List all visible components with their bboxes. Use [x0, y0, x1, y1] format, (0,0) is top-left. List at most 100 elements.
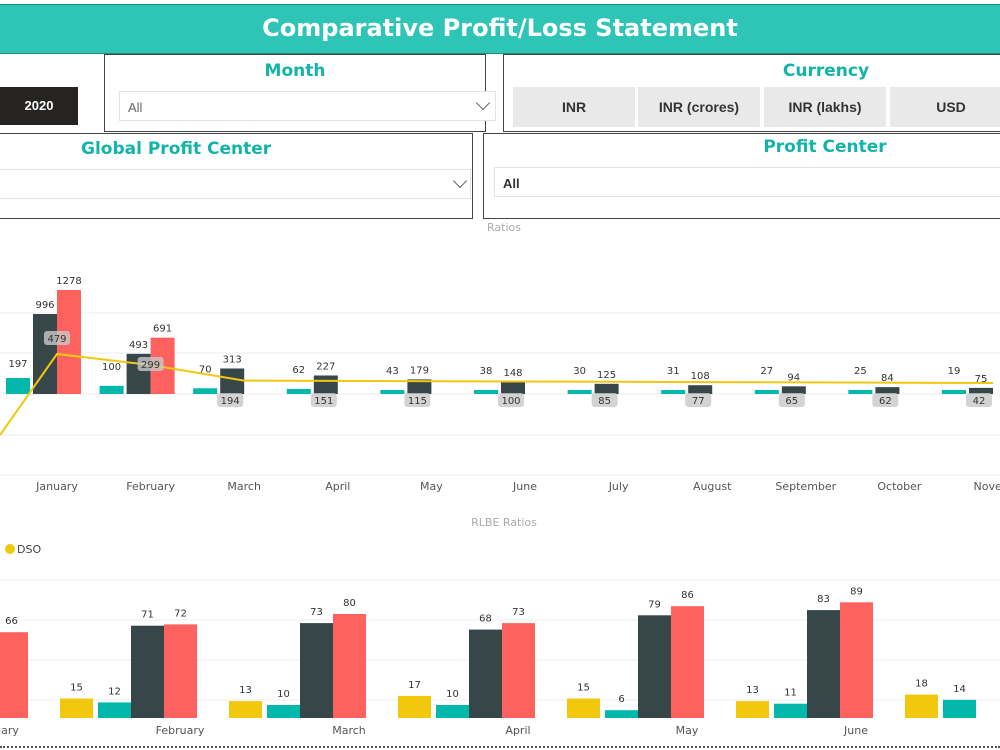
rlbe-label-s2-0: 66 [5, 616, 18, 627]
ratios-bar-s0-9 [848, 390, 873, 394]
ratios-x-label-2: March [227, 480, 261, 493]
title-bar: Comparative Profit/Loss Statement [0, 4, 1000, 54]
ratios-line-label-bg-7 [685, 393, 712, 407]
rlbe-label-s0-5: 11 [784, 688, 797, 699]
ratios-bar-s1-10 [969, 387, 993, 394]
ratios-x-label-6: July [608, 480, 629, 493]
ratios-bar-s0-2 [193, 388, 218, 394]
rlbe-bar-s1-3 [469, 629, 502, 718]
ratios-line-label-bg-3 [310, 393, 337, 407]
profit-center-slicer: Profit Center All [483, 133, 1000, 219]
month-dropdown[interactable]: All [119, 91, 496, 121]
month-dropdown-value: All [128, 100, 143, 115]
rlbe-bar-s0-6 [943, 699, 976, 718]
ratios-line-label-4: 115 [408, 396, 427, 407]
ratios-line-label-bg-8 [778, 393, 805, 407]
rlbe-label-s2-3: 73 [512, 607, 525, 618]
ratios-label-s0-2: 70 [199, 364, 212, 375]
ratios-line-label-2: 194 [221, 396, 240, 407]
ratios-label-s1-3: 227 [316, 361, 335, 372]
rlbe-bar-s0-1 [98, 702, 131, 718]
ratios-bar-s1-0 [33, 314, 57, 394]
ratios-line-label-10: 42 [973, 396, 986, 407]
ratios-line [0, 352, 994, 436]
profit-center-dropdown[interactable]: All [494, 167, 1000, 197]
month-slicer: Month All [104, 54, 496, 132]
rlbe-label-s0-3: 10 [446, 689, 459, 700]
ratios-line-label-bg-1 [137, 357, 164, 371]
currency-usd-button[interactable]: USD [890, 87, 1000, 127]
ratios-label-s0-5: 38 [480, 366, 493, 377]
rlbe-label-s1-3: 68 [479, 614, 492, 625]
ratios-label-s1-8: 94 [787, 372, 800, 383]
ratios-line-label-bg-2 [217, 393, 244, 407]
currency-inr-lakhs-button[interactable]: INR (lakhs) [764, 87, 886, 127]
ratios-x-label-3: April [325, 480, 350, 493]
ratios-bar-s1-9 [875, 387, 900, 394]
ratios-x-label-7: August [693, 480, 732, 493]
month-slicer-title: Month [264, 61, 326, 81]
rlbe-label-s2-1: 72 [174, 608, 187, 619]
ratios-label-s0-9: 25 [854, 366, 867, 377]
rlbe-x-label-5: June [843, 724, 868, 737]
rlbe-label-s0-6: 14 [953, 684, 966, 695]
currency-inr-crores-button[interactable]: INR (crores) [638, 87, 760, 127]
global-profit-center-dropdown[interactable] [0, 169, 471, 199]
ratios-label-s1-2: 313 [223, 354, 242, 365]
page-title: Comparative Profit/Loss Statement [262, 14, 738, 42]
rlbe-label-s0-1: 12 [108, 686, 121, 697]
rlbe-label-s2-5: 89 [850, 586, 863, 597]
ratios-bar-s0-5 [474, 390, 498, 394]
currency-inr-button[interactable]: INR [513, 87, 635, 127]
rlbe-x-label-2: March [332, 724, 366, 737]
rlbe-label-s3-5: 18 [915, 679, 928, 690]
rlbe-label-s2-2: 80 [343, 598, 356, 609]
ratios-line-label-6: 85 [598, 396, 611, 407]
ratios-line-label-bg-4 [404, 393, 431, 407]
rlbe-bar-s1-1 [131, 625, 164, 718]
ratios-label-s0-3: 62 [292, 365, 305, 376]
rlbe-bar-s2-1 [164, 624, 197, 718]
ratios-label-s1-7: 108 [691, 371, 710, 382]
ratios-line-label-5: 100 [501, 396, 520, 407]
ratios-line-label-1: 299 [141, 360, 160, 371]
rlbe-bar-s0-3 [436, 705, 469, 718]
rlbe-ratios-chart-title: RLBE Ratios [471, 516, 537, 529]
ratios-bar-s1-7 [688, 385, 713, 394]
ratios-bar-s0-8 [754, 390, 779, 394]
ratios-label-s1-4: 179 [410, 365, 429, 376]
rlbe-label-s1-1: 71 [141, 610, 154, 621]
rlbe-x-label-1: February [156, 724, 205, 737]
ratios-line-label-bg-5 [498, 393, 524, 407]
chevron-down-icon [452, 173, 468, 189]
ratios-line-label-0: 479 [47, 334, 66, 345]
ratios-bar-s1-6 [594, 383, 619, 394]
ratios-x-label-9: October [877, 480, 921, 493]
ratios-line-label-8: 65 [785, 396, 798, 407]
rlbe-bar-s3-0 [60, 698, 93, 718]
ratios-bar-s1-2 [220, 368, 245, 394]
ratios-label-s0-8: 27 [760, 366, 773, 377]
ratios-label-s1-10: 75 [975, 374, 988, 385]
rlbe-label-s2-4: 86 [681, 590, 694, 601]
rlbe-bar-s3-3 [567, 698, 600, 718]
profit-center-value: All [503, 176, 520, 191]
ratios-line-label-bg-6 [591, 393, 618, 407]
rlbe-ratios-chart: RLBE Ratios DSO January 66 15 February 12 71 7… [0, 516, 1000, 737]
ratios-bar-s1-8 [781, 386, 806, 394]
year-2020-button[interactable]: 2020 [0, 87, 78, 125]
ratios-label-s1-9: 84 [881, 373, 894, 384]
ratios-x-label-8: September [775, 480, 836, 493]
ratios-x-label-0: January [35, 480, 78, 493]
rlbe-label-s0-4: 6 [618, 694, 624, 705]
ratios-label-s1-5: 148 [503, 368, 522, 379]
rlbe-label-s3-1: 13 [239, 685, 252, 696]
rlbe-bar-s3-1 [229, 701, 262, 718]
rlbe-bar-s3-4 [736, 701, 769, 718]
legend-dso-marker [5, 544, 15, 554]
rlbe-x-label-4: May [676, 724, 699, 737]
global-profit-center-slicer: Global Profit Center [0, 133, 473, 219]
rlbe-bar-s2-2 [333, 614, 366, 718]
rlbe-label-s3-2: 17 [408, 680, 421, 691]
rlbe-label-s0-2: 10 [277, 689, 290, 700]
